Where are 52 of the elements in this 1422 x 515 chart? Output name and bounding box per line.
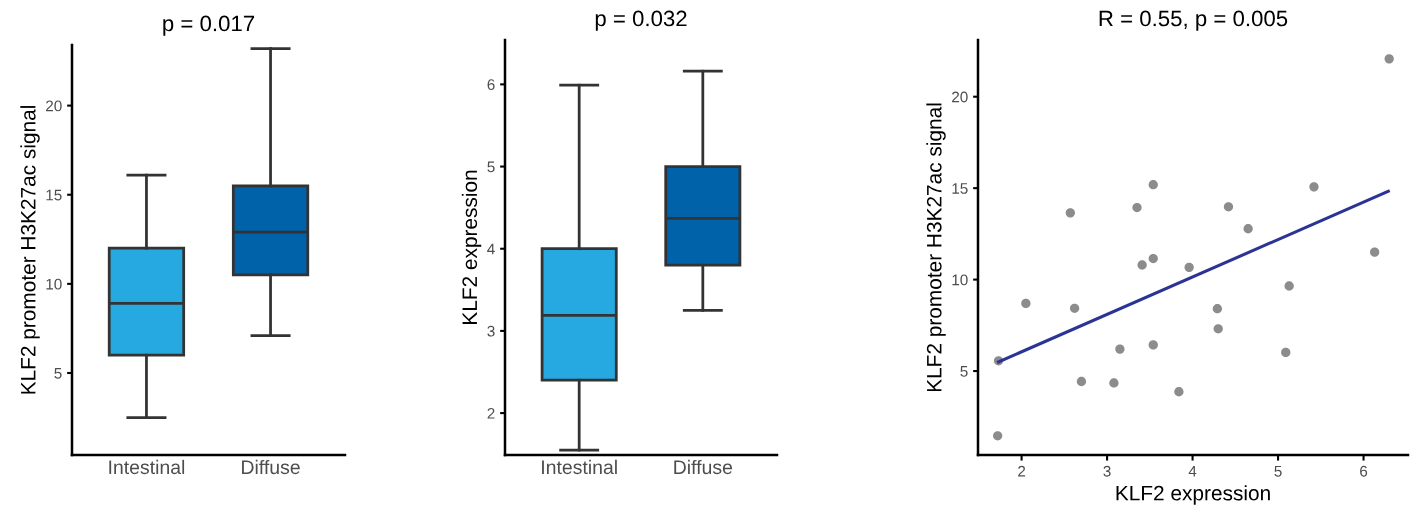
x-tick-label: 2 xyxy=(1018,465,1026,477)
y-axis-title: KLF2 promoter H3K27ac signal xyxy=(20,106,40,394)
point xyxy=(1109,378,1119,388)
y-tick-label: 4 xyxy=(487,243,495,255)
point xyxy=(1174,387,1184,397)
y-tick-label: 15 xyxy=(952,183,968,194)
y-tick-label: 5 xyxy=(487,161,495,173)
y-tick-label: 20 xyxy=(46,100,62,112)
point xyxy=(1284,281,1294,291)
point xyxy=(1384,54,1394,64)
point xyxy=(1309,182,1319,192)
y-tick-label: 10 xyxy=(952,274,968,286)
point xyxy=(993,431,1003,441)
point xyxy=(1148,253,1158,264)
y-axis-title: KLF2 expression xyxy=(461,170,482,324)
point xyxy=(1213,324,1223,334)
x-tick-label: Intestinal xyxy=(542,459,617,475)
x-tick-label: 6 xyxy=(1360,465,1368,477)
y-tick-label: 3 xyxy=(487,325,495,337)
chart-title: p = 0.017 xyxy=(163,15,255,36)
y-tick-label: 10 xyxy=(46,278,62,290)
y-tick-label: 5 xyxy=(54,368,62,379)
y-tick-label: 20 xyxy=(952,91,968,103)
point xyxy=(1223,202,1234,212)
y-tick-label: 15 xyxy=(46,189,62,201)
y-tick-label: 6 xyxy=(487,79,495,91)
x-tick-label: Diffuse xyxy=(674,459,733,475)
point xyxy=(1212,304,1223,314)
point xyxy=(1065,208,1075,218)
y-tick-label: 2 xyxy=(487,407,495,419)
point xyxy=(1184,262,1194,272)
x-tick-label: 5 xyxy=(1274,465,1282,477)
x-tick-label: 3 xyxy=(1103,465,1111,477)
point xyxy=(1243,224,1253,234)
x-tick-label: Diffuse xyxy=(242,459,300,475)
point xyxy=(1370,247,1380,257)
chart-title: p = 0.032 xyxy=(595,10,687,31)
point xyxy=(1281,347,1291,358)
point xyxy=(1132,202,1142,213)
point xyxy=(1148,340,1158,350)
point xyxy=(1115,344,1125,354)
y-axis-title: KLF2 promoter H3K27ac signal xyxy=(926,103,946,392)
chart-title: R = 0.55, p = 0.005 xyxy=(1099,10,1288,31)
x-axis-title: KLF2 expression xyxy=(1116,485,1270,505)
point xyxy=(1069,303,1080,313)
x-tick-label: Intestinal xyxy=(109,459,185,475)
point xyxy=(1021,298,1031,309)
x-tick-label: 4 xyxy=(1188,465,1197,477)
point xyxy=(1148,180,1158,190)
y-tick-label: 5 xyxy=(960,366,968,377)
point xyxy=(1076,376,1087,387)
point xyxy=(1137,260,1147,270)
